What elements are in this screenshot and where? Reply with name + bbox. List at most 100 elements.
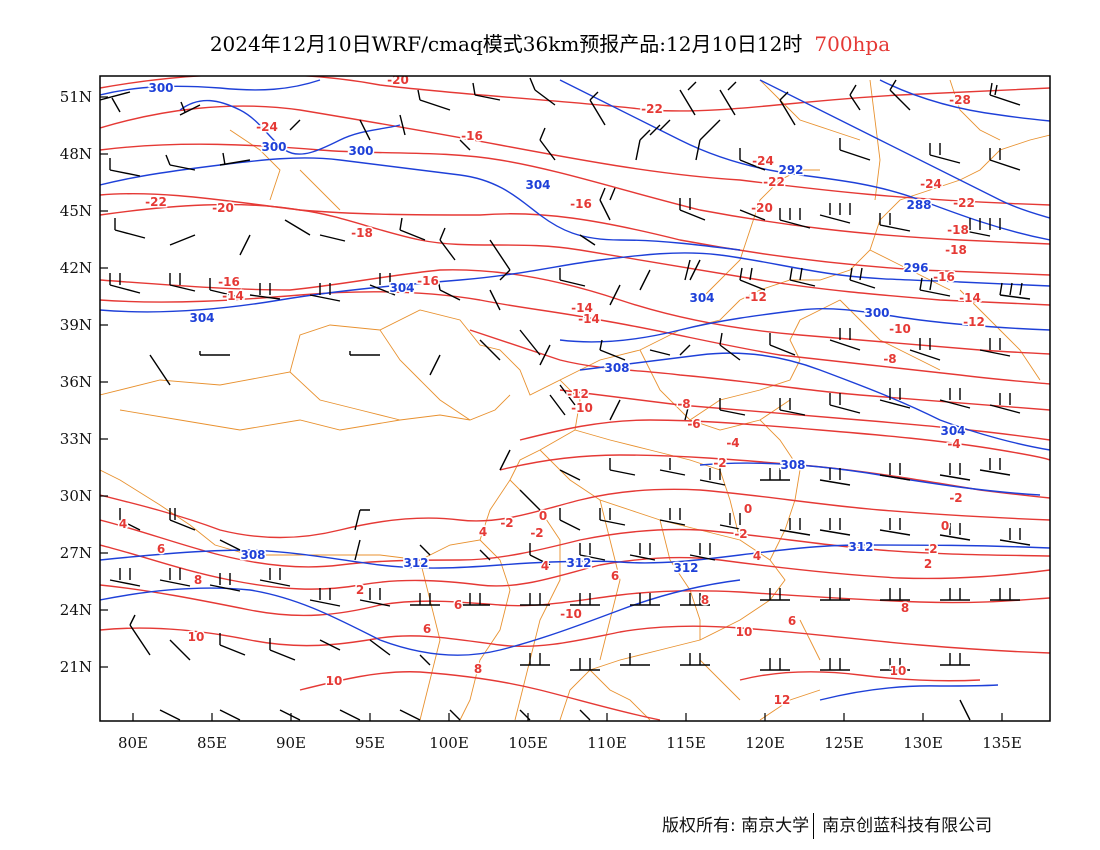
lat-tick-label: 39N [60,316,92,334]
isotherm-label: 6 [454,598,462,612]
lat-tick-label: 30N [60,487,92,505]
height-contour-label: 304 [689,291,714,305]
isotherm-label: 8 [901,601,909,615]
title-main: 2024年12月10日WRF/cmaq模式36km预报产品:12月10日12时 [209,32,803,56]
isotherm-label: -8 [883,352,896,366]
wind-barbs [100,77,1031,721]
height-contour-label: 308 [780,458,805,472]
height-contour-label: 300 [148,81,173,95]
lon-tick-label: 105E [508,734,548,752]
isotherm-label: -14 [222,289,244,303]
isotherm-label: -10 [889,322,911,336]
isotherm-label: -16 [417,274,439,288]
isotherm-label: -22 [763,175,785,189]
lat-tick-label: 27N [60,544,92,562]
isotherm-label: -16 [461,129,483,143]
isotherm-label: 0 [539,509,547,523]
isotherm-label: -2 [734,527,747,541]
isotherm-label: -2 [500,516,513,530]
map-title: 2024年12月10日WRF/cmaq模式36km预报产品:12月10日12时 7… [0,28,1100,57]
isotherm-label: 10 [188,630,205,644]
province-boundaries [100,79,1050,721]
temperature-isotherms [100,76,1050,721]
isotherm-label: 10 [326,674,343,688]
isotherm-label: -16 [933,270,955,284]
isotherm-label: -18 [945,243,967,257]
lat-tick-label: 36N [60,373,92,391]
lon-tick-label: 100E [429,734,469,752]
isotherm-label: -2 [530,526,543,540]
height-contour-label: 304 [189,311,214,325]
lat-tick-label: 21N [60,658,92,676]
isotherm-label: -12 [963,315,985,329]
isotherm-label: -22 [145,195,167,209]
isotherm-label: -22 [641,102,663,116]
isotherm-label: -16 [218,275,240,289]
isotherm-label: -10 [560,607,582,621]
height-contour-label: 312 [848,540,873,554]
isotherm-label: 12 [774,693,791,707]
isotherm-label: -14 [578,312,600,326]
isotherm-label: 0 [744,502,752,516]
height-contour-label: 304 [389,281,414,295]
isotherm-label: 0 [941,519,949,533]
isotherm-label: -24 [752,154,774,168]
contour-labels: -20-24-16-22-28-22-20-18-16-24-24-22-22-… [117,73,986,709]
plot-frame [99,75,1051,722]
height-contour-label: 288 [906,198,931,212]
isotherm-label: 6 [611,569,619,583]
isotherm-label: -24 [256,120,278,134]
isotherm-label: -10 [571,401,593,415]
isotherm-label: -12 [745,290,767,304]
isotherm-label: -12 [567,387,589,401]
lon-tick-label: 115E [666,734,706,752]
lon-tick-label: 120E [745,734,785,752]
height-contour-label: 308 [604,361,629,375]
company-name: 南京创蓝科技有限公司 [822,816,993,836]
footer: 版权所有: 南京大学 南京创蓝科技有限公司 [662,811,992,839]
isotherm-label: -2 [713,456,726,470]
lat-tick-label: 45N [60,202,92,220]
isotherm-label: 4 [753,549,761,563]
isotherm-label: 6 [157,542,165,556]
height-contour-label: 300 [261,140,286,154]
isotherm-label: 8 [194,573,202,587]
isotherm-label: 2 [356,583,364,597]
isotherm-label: 10 [736,625,753,639]
lon-tick-label: 110E [587,734,627,752]
isotherm-label: 4 [541,559,549,573]
isotherm-label: -20 [387,73,409,87]
footer-separator [813,813,815,839]
pressure-level: 700hpa [814,32,891,56]
isotherm-label: -6 [687,417,700,431]
lon-tick-label: 80E [118,734,148,752]
isotherm-label: -2 [949,491,962,505]
isotherm-label: -20 [212,201,234,215]
isotherm-label: -4 [726,436,739,450]
lon-tick-label: 125E [824,734,864,752]
isotherm-label: -2 [924,542,937,556]
isotherm-label: -8 [677,397,690,411]
height-contour-label: 308 [240,548,265,562]
isotherm-label: -20 [751,201,773,215]
lat-tick-label: 51N [60,88,92,106]
lat-tick-label: 48N [60,145,92,163]
height-contour-label: 300 [348,144,373,158]
height-contour-label: 312 [566,556,591,570]
lat-tick-label: 24N [60,601,92,619]
lon-tick-label: 130E [903,734,943,752]
isotherm-label: 10 [890,664,907,678]
isotherm-label: -14 [571,301,593,315]
lat-tick-label: 42N [60,259,92,277]
isotherm-label: -24 [920,177,942,191]
isotherm-label: 4 [119,517,127,531]
height-contour-label: 312 [403,556,428,570]
isotherm-label: -18 [351,226,373,240]
height-contour-label: 296 [903,261,928,275]
height-contour-label: 304 [940,424,965,438]
axes: 51N 48N 45N 42N 39N 36N 33N 30N 27N 24N 21N 80E 85E 9… [60,88,1022,752]
isotherm-label: -16 [570,197,592,211]
lon-tick-label: 85E [197,734,227,752]
lat-tick-label: 33N [60,430,92,448]
